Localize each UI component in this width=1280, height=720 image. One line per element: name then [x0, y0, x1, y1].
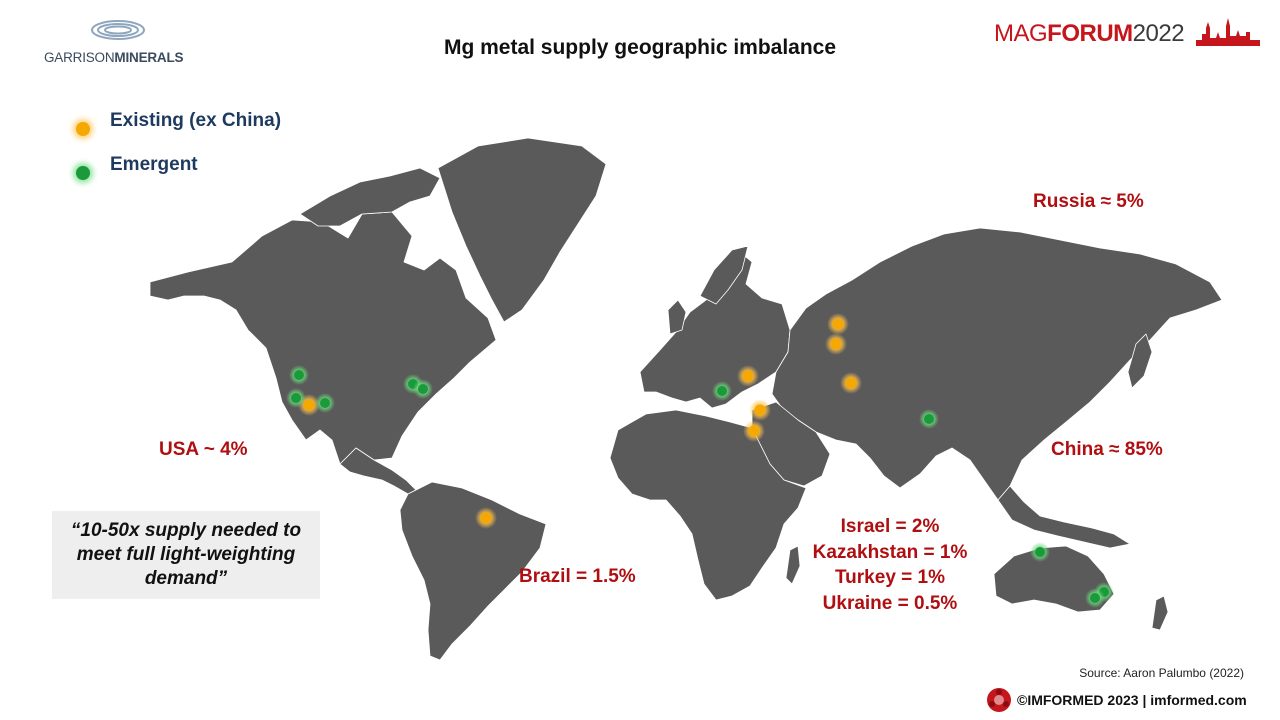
share-brazil: Brazil = 1.5%: [519, 566, 636, 587]
emergent-marker: [1030, 542, 1050, 562]
quote-box: “10-50x supply needed to meet full light…: [52, 511, 320, 599]
share-group: Israel = 2% Kazakhstan = 1% Turkey = 1% …: [805, 514, 975, 616]
madagascar-land: [785, 545, 801, 585]
legend-label-existing: Existing (ex China): [110, 110, 282, 131]
legend-label-emergent: Emergent: [110, 154, 198, 175]
arctic-islands-land: [299, 167, 441, 227]
orange-dot-icon: [76, 122, 90, 136]
share-israel: Israel = 2%: [840, 516, 940, 537]
footer-text: ©IMFORMED 2023 | imformed.com: [1017, 692, 1247, 708]
source-note: Source: Aaron Palumbo (2022): [1079, 666, 1244, 680]
share-russia: Russia ≈ 5%: [1033, 191, 1144, 212]
imformed-logo-icon: [987, 688, 1011, 712]
emergent-marker: [286, 388, 306, 408]
south-america-land: [399, 481, 547, 661]
existing-marker: [825, 333, 847, 355]
uk-land: [667, 299, 687, 335]
emergent-marker: [289, 365, 309, 385]
existing-marker: [737, 365, 759, 387]
emergent-markers: [286, 365, 1114, 608]
footer: ©IMFORMED 2023 | imformed.com: [985, 686, 1265, 714]
emergent-marker: [315, 393, 335, 413]
share-ukraine: Ukraine = 0.5%: [822, 592, 958, 614]
logo-mag: MAG: [994, 20, 1048, 47]
skyline-icon: [1196, 18, 1260, 46]
green-dot-icon: [76, 166, 90, 180]
logo-year: 2022: [1132, 20, 1185, 47]
existing-marker: [743, 420, 765, 442]
asia-land: [771, 227, 1223, 501]
existing-markers: [298, 313, 862, 529]
share-kazakhstan: Kazakhstan = 1%: [812, 541, 968, 563]
quote-text: “10-50x supply needed to meet full light…: [70, 520, 302, 589]
existing-marker: [827, 313, 849, 335]
existing-marker: [475, 507, 497, 529]
logo-suffix: MINERALS: [114, 50, 184, 65]
share-usa: USA ~ 4%: [159, 439, 248, 460]
logo-prefix: GARRISON: [44, 50, 115, 65]
scandinavia-land: [699, 245, 749, 305]
existing-marker: [840, 372, 862, 394]
north-america-land: [149, 211, 497, 465]
emergent-marker: [712, 381, 732, 401]
share-china: China ≈ 85%: [1051, 439, 1163, 460]
emergent-marker: [1085, 588, 1105, 608]
magforum-logo: MAGFORUM2022: [994, 12, 1264, 52]
emergent-marker: [413, 379, 433, 399]
emergent-marker: [919, 409, 939, 429]
southeast-asia-land: [997, 485, 1131, 549]
garrison-minerals-logo: GARRISONMINERALS: [44, 14, 194, 74]
slide-title: Mg metal supply geographic imbalance: [443, 36, 837, 59]
new-zealand-land: [1151, 595, 1169, 631]
greenland-land: [437, 137, 607, 323]
share-turkey: Turkey = 1%: [834, 567, 945, 588]
africa-land: [609, 409, 807, 601]
existing-marker: [749, 399, 771, 421]
logo-forum: FORUM: [1047, 20, 1133, 47]
japan-land: [1127, 333, 1153, 389]
